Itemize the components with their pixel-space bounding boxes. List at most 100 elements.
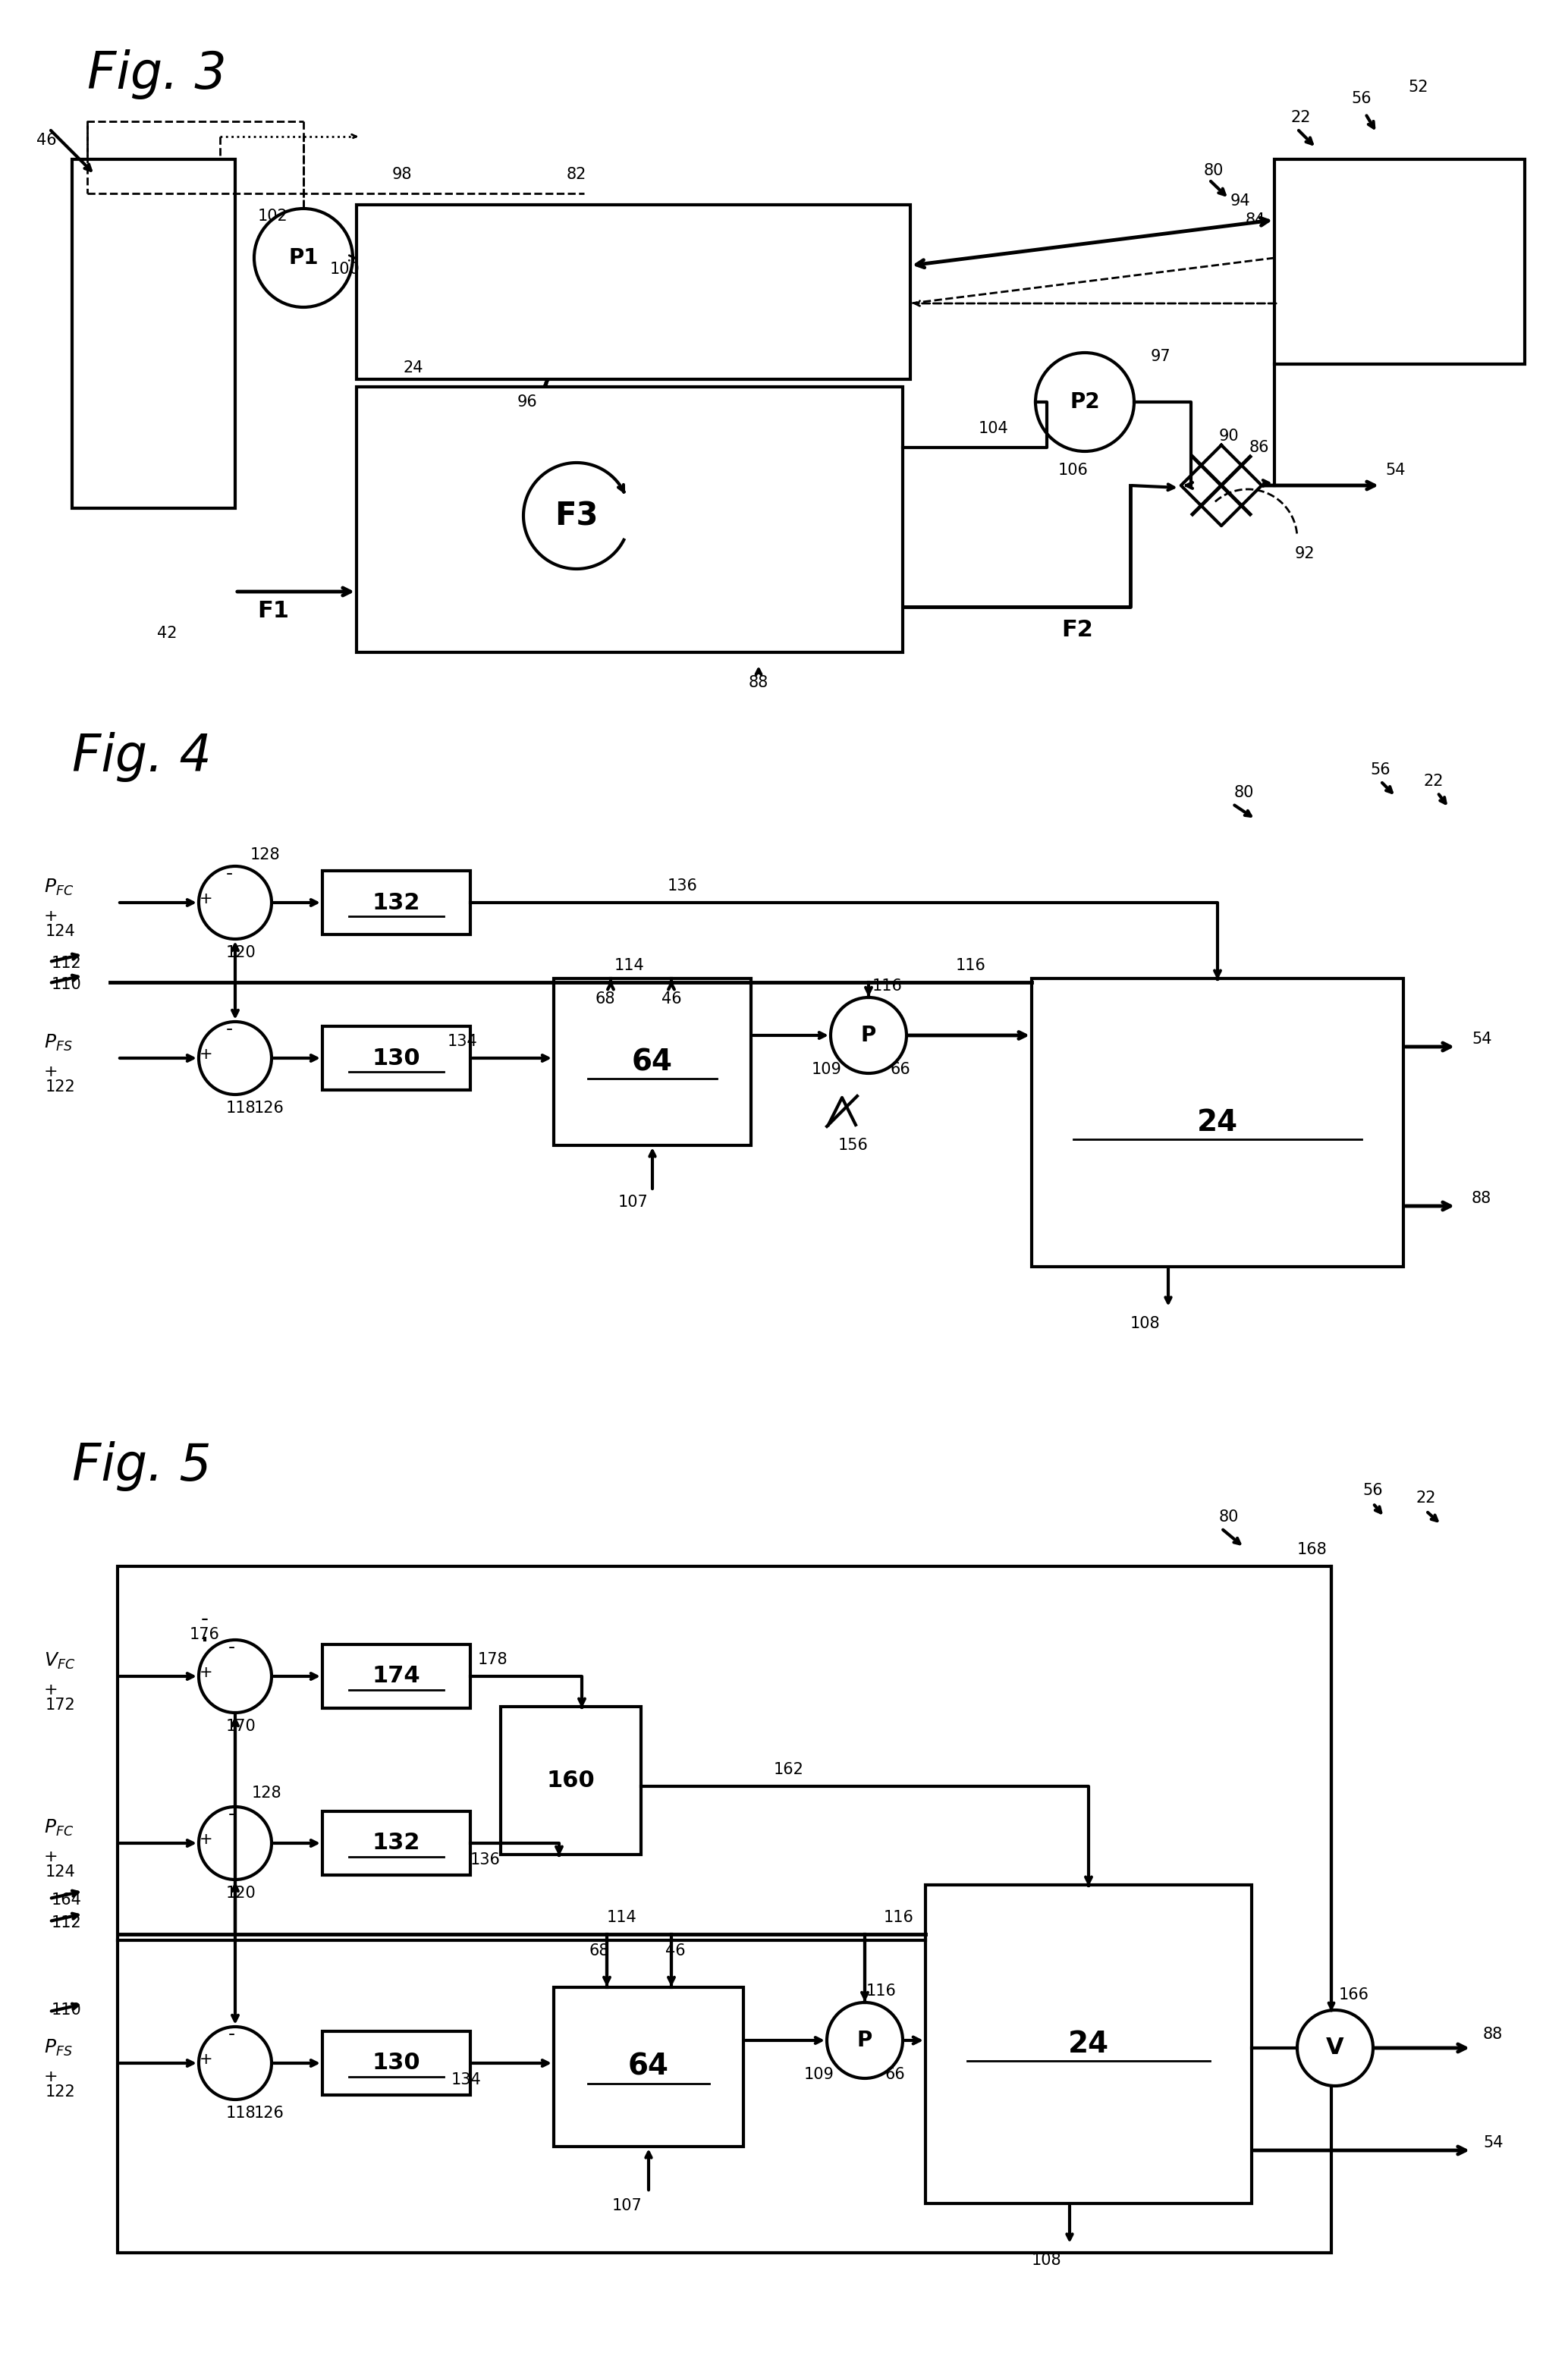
Bar	[356, 205, 911, 380]
Text: 124: 124	[45, 1864, 75, 1880]
Text: 46: 46	[662, 992, 682, 1006]
Text: 110: 110	[52, 978, 82, 992]
Circle shape	[1035, 352, 1134, 451]
Text: P: P	[861, 1025, 877, 1046]
Text: $V_{FC}$: $V_{FC}$	[44, 1651, 75, 1670]
Text: 109: 109	[812, 1063, 842, 1077]
Text: 68: 68	[596, 992, 615, 1006]
Text: 56: 56	[1363, 1483, 1383, 1498]
Text: 124: 124	[45, 924, 75, 940]
Bar	[925, 1885, 1251, 2204]
Text: 172: 172	[45, 1698, 75, 1712]
Circle shape	[1297, 2010, 1374, 2086]
Text: 56: 56	[1370, 763, 1391, 777]
Circle shape	[831, 997, 906, 1072]
Text: 80: 80	[1218, 1509, 1239, 1523]
Text: 100: 100	[331, 262, 361, 276]
Text: 130: 130	[372, 1046, 420, 1070]
Text: 24: 24	[1196, 1108, 1239, 1136]
Text: 116: 116	[867, 1984, 897, 1998]
Text: 46: 46	[665, 1944, 685, 1958]
Text: +: +	[199, 890, 213, 907]
Text: 108: 108	[1131, 1316, 1160, 1332]
Text: 128: 128	[251, 848, 281, 862]
Text: 98: 98	[392, 168, 412, 182]
Text: 136: 136	[470, 1852, 500, 1868]
Text: 68: 68	[590, 1944, 610, 1958]
Circle shape	[199, 867, 271, 940]
Text: $P_{FS}$: $P_{FS}$	[44, 2038, 72, 2057]
Text: 120: 120	[226, 1885, 256, 1901]
Text: 118: 118	[226, 1101, 256, 1115]
Text: 107: 107	[612, 2199, 643, 2213]
Text: 170: 170	[226, 1720, 256, 1734]
Text: +: +	[44, 1065, 58, 1079]
Text: 97: 97	[1151, 350, 1171, 364]
Bar	[72, 158, 235, 508]
Bar	[356, 387, 903, 652]
Text: -: -	[227, 2024, 235, 2043]
Text: 82: 82	[566, 168, 586, 182]
Text: 134: 134	[447, 1035, 478, 1049]
Text: +: +	[44, 1682, 58, 1698]
Circle shape	[826, 2003, 903, 2079]
Text: 126: 126	[254, 2105, 284, 2121]
Text: +: +	[199, 1833, 213, 1847]
Text: $P_{FS}$: $P_{FS}$	[44, 1032, 72, 1053]
Text: 54: 54	[1472, 1032, 1491, 1046]
Text: $P_{FC}$: $P_{FC}$	[44, 879, 74, 898]
Text: 112: 112	[52, 1916, 82, 1930]
Text: V: V	[1327, 2036, 1344, 2060]
Text: 24: 24	[403, 361, 423, 376]
Bar	[554, 978, 751, 1146]
Text: 88: 88	[748, 676, 768, 690]
Bar	[323, 1644, 470, 1708]
Text: 168: 168	[1297, 1542, 1328, 1557]
Text: P1: P1	[289, 248, 318, 269]
Text: 176: 176	[190, 1627, 220, 1642]
Text: 164: 164	[52, 1892, 82, 1908]
Circle shape	[199, 1639, 271, 1712]
Bar	[1275, 158, 1524, 364]
Text: 109: 109	[804, 2067, 834, 2083]
Text: 116: 116	[956, 959, 986, 973]
Text: 80: 80	[1204, 163, 1223, 177]
Text: 54: 54	[1386, 463, 1406, 477]
Text: -: -	[226, 864, 232, 883]
Text: 46: 46	[36, 132, 56, 149]
Text: 64: 64	[632, 1046, 673, 1077]
Bar	[323, 2031, 470, 2095]
Text: 162: 162	[773, 1762, 804, 1776]
Text: 84: 84	[1245, 213, 1265, 227]
Text: 178: 178	[478, 1651, 508, 1668]
Text: +: +	[44, 1849, 58, 1864]
Text: -: -	[226, 1020, 232, 1039]
Text: 166: 166	[1339, 1986, 1369, 2003]
Text: 118: 118	[226, 2105, 256, 2121]
Circle shape	[199, 1807, 271, 1880]
Text: 132: 132	[372, 890, 420, 914]
Text: -: -	[227, 1639, 235, 1656]
Text: 126: 126	[254, 1101, 284, 1115]
Text: 86: 86	[1250, 439, 1270, 456]
Text: F1: F1	[257, 600, 289, 621]
Text: 56: 56	[1352, 92, 1372, 106]
Text: 52: 52	[1408, 80, 1428, 94]
Text: 156: 156	[839, 1138, 869, 1153]
Text: 90: 90	[1218, 428, 1239, 444]
Text: 88: 88	[1472, 1190, 1491, 1207]
Text: 174: 174	[372, 1665, 420, 1686]
Circle shape	[254, 208, 353, 307]
Text: -: -	[227, 1805, 235, 1823]
Text: 102: 102	[259, 208, 289, 224]
Text: 94: 94	[1231, 194, 1250, 208]
Text: 116: 116	[884, 1911, 914, 1925]
Text: 122: 122	[45, 1079, 75, 1094]
Text: F3: F3	[555, 501, 599, 531]
Text: +: +	[44, 909, 58, 924]
Circle shape	[199, 1023, 271, 1094]
Text: 107: 107	[618, 1195, 649, 1209]
Text: 108: 108	[1032, 2253, 1062, 2268]
Text: 66: 66	[891, 1063, 911, 1077]
Text: 104: 104	[978, 420, 1008, 437]
